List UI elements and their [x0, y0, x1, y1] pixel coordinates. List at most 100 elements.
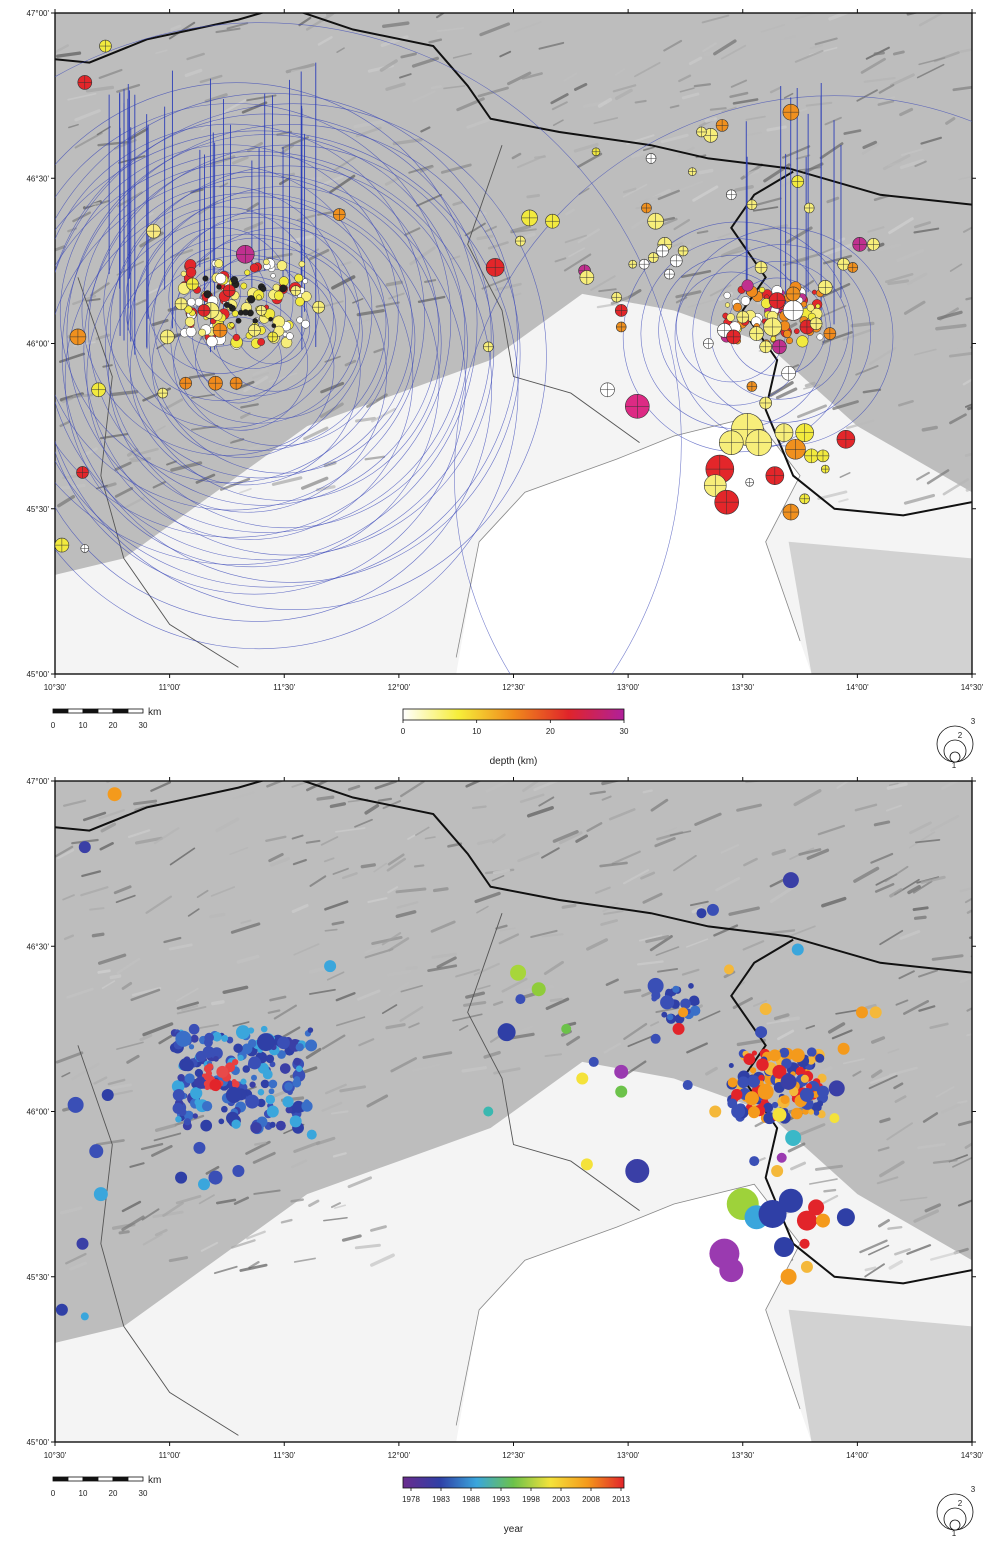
relief-ridge [593, 117, 619, 125]
earthquake-event [776, 1152, 787, 1163]
uncertainty-circle [108, 233, 387, 513]
earthquake-event [180, 270, 187, 277]
relief-ridge [57, 849, 75, 860]
relief-ridge [892, 50, 905, 56]
relief-ridge [876, 1176, 899, 1185]
earthquake-event [184, 305, 193, 314]
relief-ridge [814, 37, 838, 46]
relief-ridge [323, 857, 335, 863]
relief-ridge [507, 71, 532, 86]
relief-ridge [85, 85, 115, 93]
earthquake-event [101, 1088, 114, 1101]
relief-ridge [884, 865, 909, 883]
relief-ridge [71, 1062, 100, 1081]
relief-ridge [247, 141, 263, 153]
relief-ridge [73, 341, 96, 347]
relief-ridge [113, 139, 137, 150]
earthquake-event [256, 1098, 266, 1108]
relief-ridge [162, 1201, 184, 1217]
relief-ridge [335, 1016, 366, 1027]
depth-map-figure: 47°00' 46°30' 46°00' 45°30' 45°00' 10°30' 11°0… [26, 9, 984, 770]
earthquake-event [55, 1303, 68, 1316]
earthquake-event [215, 273, 227, 285]
axis-ticks: 47°00' 46°30' 46°00' 45°30' 45°00' 10°30' 11°0… [26, 9, 984, 692]
earthquake-event [806, 1047, 817, 1057]
relief-ridge [428, 38, 443, 44]
relief-ridge [352, 398, 376, 408]
earthquake-event [301, 291, 312, 302]
earthquake-event [813, 1110, 820, 1116]
relief-ridge [152, 1210, 184, 1219]
colorbar-tick-label: 20 [546, 727, 555, 736]
earthquake-event [249, 263, 259, 273]
relief-ridge [316, 795, 335, 801]
relief-ridge [373, 862, 387, 873]
earthquake-event [226, 1036, 234, 1044]
earthquake-event [221, 1034, 229, 1042]
relief-ridge [266, 252, 293, 260]
earthquake-event [778, 1188, 803, 1213]
earthquake-event [782, 872, 799, 889]
relief-ridge [511, 152, 522, 160]
relief-ridge [720, 244, 746, 258]
earthquake-event [731, 1104, 746, 1119]
earthquake-event [869, 1006, 882, 1019]
relief-ridge [964, 403, 972, 408]
lat-tick-label: 46°00' [26, 1108, 49, 1117]
earthquake-event [296, 316, 304, 324]
relief-ridge [420, 126, 431, 133]
relief-ridge [479, 22, 510, 37]
earthquake-event [744, 1091, 759, 1106]
uncertainty-circle [674, 227, 894, 447]
earthquake-event [177, 1074, 185, 1082]
earthquake-event [785, 1129, 802, 1146]
relief-ridge [440, 163, 472, 174]
colorbar-tick-label: 1988 [462, 1495, 480, 1504]
relief-ridge [899, 158, 925, 170]
relief-ridge [268, 852, 284, 863]
earthquake-event [817, 1110, 826, 1119]
relief-ridge [109, 974, 122, 980]
relief-ridge [896, 249, 924, 262]
relief-ridge [843, 129, 862, 135]
relief-ridge [561, 903, 577, 909]
earthquake-event [688, 983, 694, 989]
lon-tick-label: 10°30' [44, 1451, 67, 1460]
relief-ridge [713, 39, 737, 56]
earthquake-event [175, 1171, 188, 1184]
relief-ridge [681, 92, 700, 100]
relief-ridge [145, 895, 172, 914]
relief-ridge [168, 21, 196, 40]
uncertainty-circle [86, 213, 414, 540]
relief-ridge [781, 145, 811, 159]
colorbar-tick-label: 2008 [582, 1495, 600, 1504]
earthquake-event [184, 316, 195, 327]
relief-ridge [782, 257, 810, 267]
earthquake-event [666, 1013, 674, 1021]
relief-ridge [920, 875, 946, 884]
uncertainty-circle [110, 175, 413, 479]
relief-ridge [55, 845, 74, 858]
relief-ridge [836, 781, 851, 789]
size-legend-label: 2 [958, 731, 963, 740]
relief-ridge [640, 871, 656, 880]
relief-ridge [210, 886, 236, 897]
lon-tick-label: 13°30' [731, 683, 754, 692]
relief-ridge [686, 938, 709, 948]
relief-ridge [248, 1261, 260, 1269]
relief-ridge [678, 74, 692, 83]
relief-ridge [769, 86, 782, 94]
relief-ridge [608, 808, 636, 821]
relief-ridge [129, 1162, 145, 1168]
relief-ridge [329, 174, 356, 194]
scale-bar-segment [52, 708, 69, 714]
relief-ridge [906, 272, 928, 286]
earthquake-event [277, 1036, 290, 1050]
relief-ridge [967, 405, 972, 411]
colorbar-tick-label: 0 [401, 727, 406, 736]
relief-ridge [118, 155, 146, 164]
earthquake-event [216, 284, 222, 290]
relief-ridge [734, 185, 754, 192]
earthquake-event [837, 1042, 850, 1055]
relief-ridge [142, 1022, 174, 1037]
